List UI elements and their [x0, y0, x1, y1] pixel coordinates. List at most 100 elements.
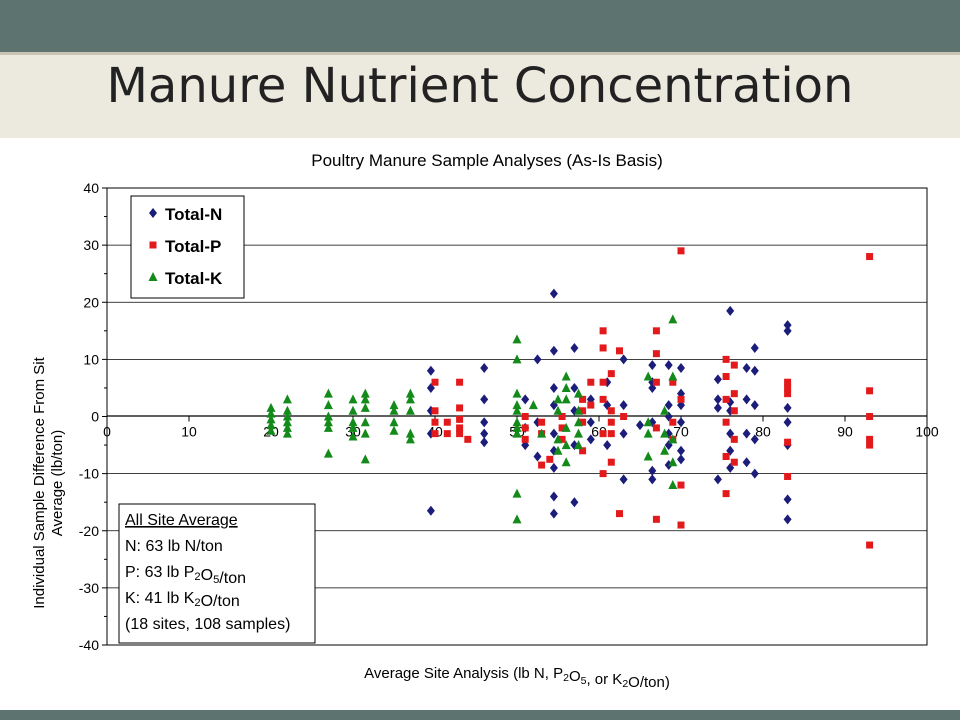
total-n-point	[713, 374, 722, 385]
y-tick-label: -20	[79, 523, 99, 539]
total-p-point	[730, 458, 738, 466]
total-k-point	[323, 417, 333, 427]
total-n-point	[783, 417, 792, 428]
total-p-point	[521, 435, 529, 443]
total-p-point	[652, 350, 660, 358]
total-p-point	[722, 395, 730, 403]
y-tick-label: 30	[83, 237, 99, 253]
total-k-point	[574, 388, 583, 398]
total-k-point	[266, 425, 276, 435]
total-p-point	[558, 424, 566, 432]
data-points	[266, 247, 874, 549]
total-n-point	[480, 417, 489, 428]
total-k-point	[282, 417, 292, 427]
total-p-point	[599, 344, 607, 352]
total-k-point	[323, 400, 333, 410]
total-p-point	[722, 490, 730, 498]
total-p-point	[464, 435, 472, 443]
total-k-point	[537, 428, 547, 438]
total-p-point	[784, 438, 792, 446]
total-k-point	[643, 371, 653, 381]
total-k-point	[360, 402, 370, 412]
total-p-point	[722, 373, 730, 381]
total-n-point	[742, 394, 751, 405]
total-p-point	[866, 435, 874, 443]
total-p-point	[866, 441, 874, 449]
total-p-legend-marker	[149, 241, 157, 249]
total-n-point	[570, 497, 579, 508]
total-p-point	[652, 378, 660, 386]
total-n-point	[677, 417, 685, 428]
total-p-point	[652, 424, 660, 432]
total-n-point	[549, 508, 558, 519]
total-k-point	[282, 411, 292, 421]
total-k-point	[561, 382, 571, 392]
annotation-line: P: 63 lb P2O5/ton	[125, 564, 246, 587]
y-tick-label: -10	[79, 466, 99, 482]
total-k-point	[574, 440, 583, 450]
total-n-point	[750, 468, 759, 479]
total-p-point	[784, 390, 792, 398]
total-n-point	[426, 365, 435, 376]
header-bar	[0, 0, 960, 52]
total-k-point	[512, 417, 522, 427]
total-k-point	[348, 405, 358, 415]
total-k-point	[348, 417, 358, 427]
total-n-point	[742, 362, 751, 373]
y-axis: 40 30 20 10 0 -10 -20 -30 -40	[79, 180, 107, 653]
total-k-point	[282, 394, 292, 404]
total-n-point	[664, 400, 673, 411]
x-axis-label: Average Site Analysis (lb N, P2O5, or K2…	[364, 665, 670, 691]
x-tick-label: 90	[837, 424, 853, 440]
total-n-point	[783, 494, 792, 505]
total-n-point	[549, 428, 558, 439]
total-n-point	[533, 451, 542, 462]
total-p-point	[558, 435, 566, 443]
total-k-point	[360, 394, 370, 404]
total-p-point	[599, 378, 607, 386]
total-k-point	[574, 405, 583, 415]
total-n-point	[750, 342, 759, 353]
total-p-point	[607, 418, 615, 426]
y-tick-label: 20	[83, 294, 99, 310]
total-k-point	[561, 440, 571, 450]
total-k-point	[660, 405, 670, 415]
total-p-point	[443, 430, 451, 438]
total-k-point	[512, 488, 522, 498]
total-p-point	[599, 395, 607, 403]
total-p-point	[616, 510, 623, 518]
chart-panel: Poultry Manure Sample Analyses (As-Is Ba…	[0, 138, 960, 710]
annotation-title: All Site Average	[125, 512, 238, 529]
total-k-point	[561, 371, 571, 381]
total-k-point	[348, 394, 358, 404]
total-n-point	[713, 402, 722, 413]
total-k-point	[282, 428, 292, 438]
x-tick-label: 80	[755, 424, 771, 440]
total-p-point	[722, 355, 730, 363]
y-tick-label: 0	[91, 409, 99, 425]
total-n-point	[648, 465, 657, 476]
total-p-point	[579, 395, 587, 403]
total-n-point	[783, 325, 792, 336]
legend-label: Total-K	[165, 269, 223, 288]
total-p-point	[538, 461, 546, 469]
total-p-point	[558, 413, 566, 420]
total-k-point	[512, 428, 522, 438]
total-p-point	[866, 387, 874, 395]
total-k-point	[348, 431, 358, 441]
total-p-point	[620, 413, 628, 420]
total-p-point	[784, 472, 792, 480]
y-tick-label: -40	[79, 637, 99, 653]
total-k-point	[561, 394, 571, 404]
total-n-point	[586, 417, 595, 428]
total-n-point	[636, 420, 644, 431]
total-k-point	[323, 448, 333, 458]
total-p-point	[607, 370, 615, 378]
total-n-point	[783, 402, 792, 413]
total-p-point	[730, 407, 738, 415]
total-p-point	[456, 424, 464, 432]
total-p-point	[722, 418, 730, 426]
total-n-point	[533, 354, 542, 365]
total-p-point	[599, 470, 607, 478]
y-tick-label: 40	[83, 180, 99, 196]
